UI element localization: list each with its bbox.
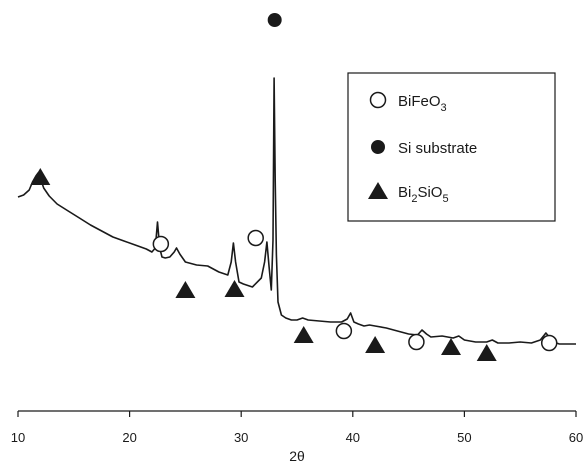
legend: BiFeO3 Si substrate Bi2SiO5: [347, 72, 556, 222]
bi2sio5-peak-marker: [365, 336, 386, 353]
bi2sio5-peak-marker: [224, 280, 245, 297]
legend-subscript: 2: [411, 193, 417, 205]
legend-subscript: 5: [442, 193, 448, 205]
legend-entry-1: Si substrate: [398, 140, 477, 157]
x-tick-label: 30: [234, 430, 248, 445]
x-tick-label: 60: [569, 430, 583, 445]
bifeo3-peak-marker: [540, 334, 558, 352]
x-tick-label: 20: [122, 430, 136, 445]
legend-marker-2: [368, 182, 388, 199]
legend-text-part: BiFeO: [398, 93, 441, 110]
bi2sio5-peak-marker: [441, 338, 462, 355]
series-line: [17, 77, 576, 345]
legend-entry-0: BiFeO3: [398, 93, 447, 114]
x-tick-label: 40: [346, 430, 360, 445]
legend-text-part: Bi: [398, 184, 411, 201]
bifeo3-peak-marker: [152, 235, 170, 253]
bi2sio5-peak-marker: [476, 344, 497, 361]
bi2sio5-peak-marker: [293, 326, 314, 343]
si-peak-marker: [267, 13, 282, 27]
bifeo3-peak-marker: [335, 322, 353, 340]
x-tick-label: 10: [11, 430, 25, 445]
bifeo3-peak-marker: [408, 333, 425, 351]
x-tick-label: 50: [457, 430, 471, 445]
bi2sio5-peak-marker: [175, 281, 196, 298]
legend-subscript: 3: [441, 102, 447, 114]
legend-text-part: SiO: [417, 184, 442, 201]
bi2sio5-peak-marker: [30, 168, 51, 185]
x-axis-label: 2θ: [289, 448, 305, 464]
legend-marker-0: [369, 91, 387, 109]
series-group: [17, 77, 576, 345]
legend-text-part: Si substrate: [398, 140, 477, 157]
x-ticks: 10 20 30 40 50 60: [11, 411, 583, 445]
legend-marker-1: [371, 140, 385, 154]
peak-markers: [30, 13, 558, 361]
bifeo3-peak-marker: [247, 229, 264, 247]
legend-entry-2: Bi2SiO5: [398, 184, 449, 205]
